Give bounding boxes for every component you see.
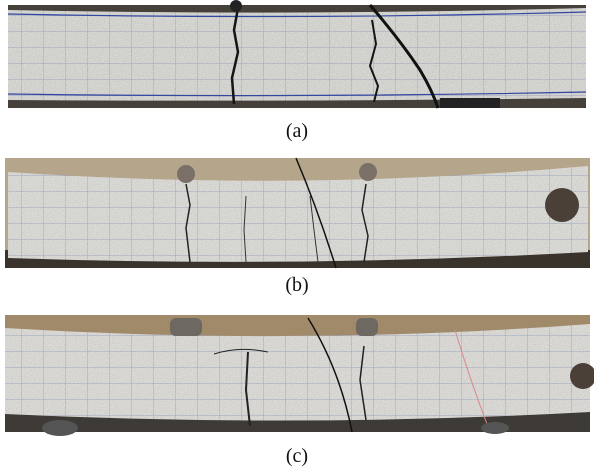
photo-a xyxy=(7,0,587,109)
caption: (b) xyxy=(285,274,308,296)
photo-b xyxy=(5,157,590,269)
caption: (a) xyxy=(286,120,308,142)
caption: (c) xyxy=(286,445,308,467)
photo-c xyxy=(5,315,594,436)
